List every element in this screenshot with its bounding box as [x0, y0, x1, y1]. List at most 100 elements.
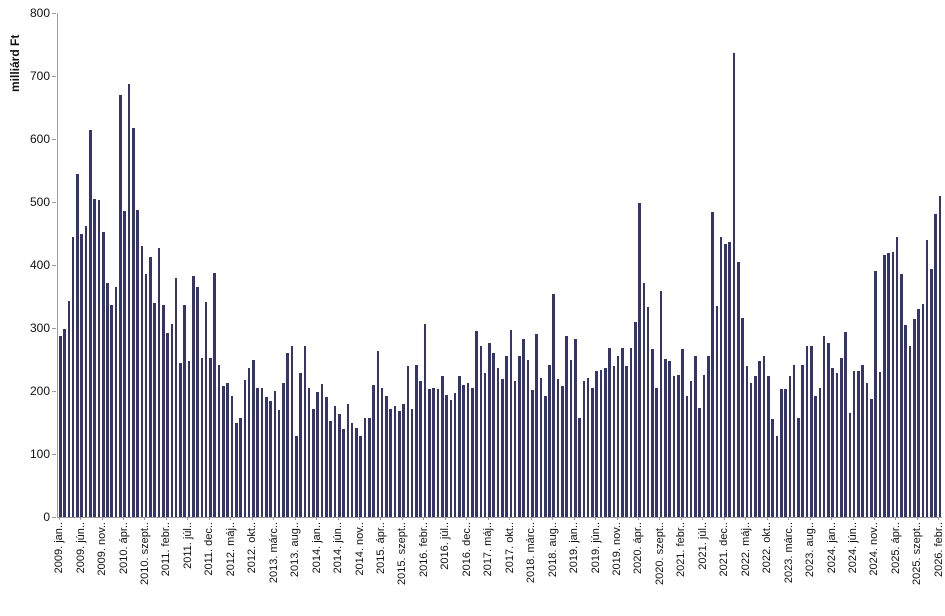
- bar: [664, 358, 667, 517]
- y-axis-title: milliárd Ft: [8, 34, 22, 92]
- bar: [458, 375, 461, 517]
- bar: [844, 331, 847, 517]
- x-tick-mark: [294, 517, 296, 520]
- x-tick-mark: [552, 517, 554, 520]
- x-tick-mark: [509, 517, 511, 520]
- bar: [123, 211, 126, 517]
- x-tick-mark: [423, 517, 425, 520]
- bar: [325, 397, 328, 517]
- bar: [101, 232, 105, 517]
- bar: [659, 291, 663, 517]
- bar: [779, 389, 783, 517]
- bar: [243, 379, 247, 517]
- bar: [870, 399, 873, 517]
- bar: [59, 336, 62, 517]
- x-tick-mark: [530, 517, 532, 520]
- bar: [76, 173, 79, 517]
- bar: [719, 237, 723, 517]
- x-tick-label: 2017. okt..: [503, 522, 516, 574]
- bar: [462, 384, 465, 517]
- bar: [749, 382, 753, 517]
- x-tick-mark: [123, 517, 124, 520]
- x-tick-label: 2009. jan..: [53, 522, 66, 574]
- bar: [222, 385, 225, 517]
- bar: [183, 304, 187, 517]
- bar: [440, 375, 444, 517]
- x-tick-label: 2020. ápr..: [632, 522, 645, 574]
- bar: [419, 380, 423, 517]
- bar: [621, 347, 624, 517]
- bar: [681, 349, 684, 517]
- x-tick-mark: [359, 517, 361, 520]
- bar: [367, 418, 371, 517]
- x-tick-label: 2017. máj..: [482, 522, 495, 577]
- bar: [599, 369, 603, 517]
- x-tick-mark: [80, 517, 82, 520]
- x-tick-mark: [745, 517, 747, 520]
- bar: [127, 84, 131, 517]
- bar: [299, 373, 302, 517]
- y-tick-label: 700: [29, 68, 50, 83]
- bar: [522, 339, 526, 517]
- x-tick-mark: [938, 517, 940, 520]
- x-tick-label: 2016. febr..: [417, 522, 430, 578]
- bar: [119, 94, 122, 517]
- x-tick-label: 2010. ápr..: [117, 522, 130, 574]
- x-tick-label: 2023. márc..: [782, 522, 795, 584]
- x-tick-label: 2022. máj..: [739, 522, 752, 577]
- bar: [831, 367, 835, 517]
- x-tick-mark: [466, 517, 468, 520]
- x-tick-mark: [401, 517, 403, 520]
- x-tick-mark: [144, 517, 146, 520]
- x-tick-label: 2012. máj..: [224, 522, 237, 577]
- bar: [904, 324, 907, 517]
- x-tick-mark: [595, 517, 597, 520]
- bar: [230, 396, 234, 517]
- bar: [822, 335, 826, 517]
- bar: [445, 394, 448, 517]
- bar: [428, 389, 431, 517]
- bar: [496, 367, 500, 517]
- bar: [80, 233, 84, 517]
- bar: [938, 196, 942, 517]
- bar: [900, 273, 903, 517]
- bar: [578, 418, 581, 517]
- bar: [908, 346, 912, 517]
- bar: [775, 436, 779, 517]
- bar: [518, 355, 521, 517]
- bar: [930, 268, 933, 517]
- bar: [603, 367, 607, 517]
- x-tick-label: 2011. dec..: [203, 522, 216, 576]
- x-tick-label: 2025. ápr..: [889, 522, 902, 574]
- bar: [805, 345, 809, 517]
- x-tick-mark: [852, 517, 854, 520]
- x-tick-mark: [337, 517, 339, 520]
- x-tick-label: 2018. márc..: [525, 522, 538, 584]
- bar: [586, 377, 590, 517]
- bar: [226, 382, 229, 517]
- bar: [204, 301, 208, 517]
- bar: [651, 349, 654, 517]
- bar: [200, 357, 204, 517]
- bar: [852, 370, 856, 517]
- bar: [372, 384, 375, 517]
- bar: [573, 338, 577, 517]
- x-tick-label: 2019. jún..: [589, 522, 602, 574]
- x-tick-label: 2024. nov..: [868, 522, 881, 576]
- bar: [260, 388, 264, 517]
- y-tick-mark: [52, 328, 56, 329]
- x-tick-label: 2011. júl..: [181, 522, 194, 569]
- bar: [556, 379, 560, 517]
- bar: [698, 408, 701, 517]
- bar: [917, 309, 920, 517]
- bar: [827, 342, 830, 517]
- x-tick-label: 2016. dec..: [460, 522, 473, 577]
- bar: [543, 396, 547, 517]
- x-tick-mark: [809, 517, 811, 520]
- x-tick-label: 2016. júl..: [439, 522, 452, 570]
- bar: [887, 253, 890, 517]
- x-tick-mark: [165, 517, 167, 520]
- y-tick-mark: [52, 391, 56, 392]
- x-tick-mark: [788, 517, 790, 520]
- bar: [89, 130, 92, 517]
